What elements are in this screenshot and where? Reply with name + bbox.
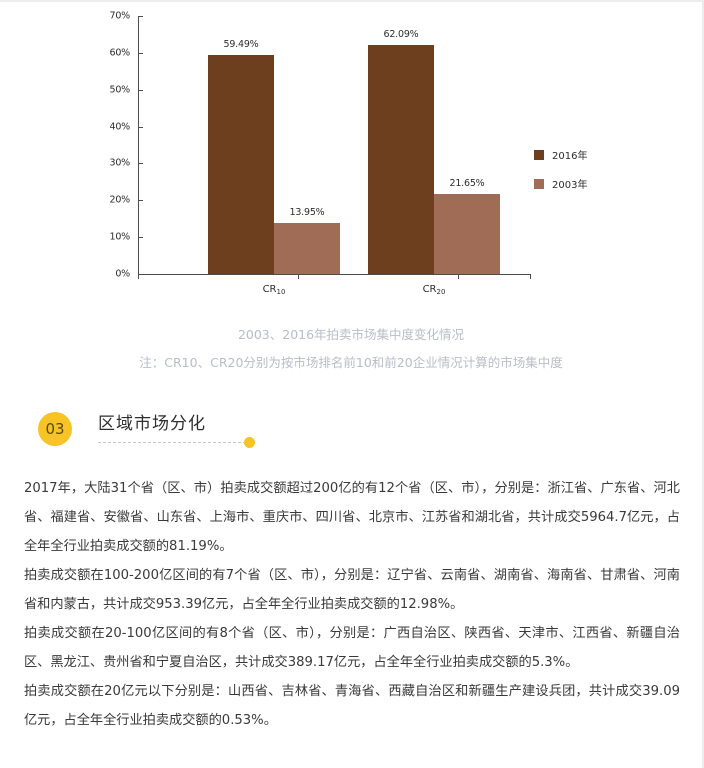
bar xyxy=(208,54,274,274)
bar-value-label: 21.65% xyxy=(449,178,485,190)
figure-title: 2003、2016年拍卖市场集中度变化情况 xyxy=(237,327,465,342)
legend-label: 2003年 xyxy=(552,180,588,191)
legend-label: 2016年 xyxy=(552,151,588,162)
section-number-badge: 03 xyxy=(38,412,72,446)
bar xyxy=(368,45,434,274)
legend-item: 2016年 xyxy=(534,144,644,165)
article-body: 2017年，大陆31个省（区、市）拍卖成交额超过200亿的有12个省（区、市），… xyxy=(24,474,680,735)
section-underline-dashes xyxy=(98,442,246,443)
bar-value-label: 13.95% xyxy=(289,206,325,218)
y-axis-line xyxy=(138,16,139,274)
chart-legend: 2016年 2003年 xyxy=(534,144,644,202)
y-axis-tick-mark xyxy=(138,200,143,202)
x-axis-category-label: CR20 xyxy=(422,284,446,296)
y-axis-tick-mark xyxy=(138,163,143,165)
bar xyxy=(434,194,500,274)
x-axis-tick-mark xyxy=(298,274,299,279)
bar-value-label: 62.09% xyxy=(383,29,419,41)
chart-plot-area: 0% 10% 20% 30% 40% 50% 60% 70% 59.49% 13.95% 62.0… xyxy=(109,11,531,296)
x-axis-tick-mark xyxy=(138,274,139,279)
figure-note: 注：CR10、CR20分别为按市场排名前10和前20企业情况计算的市场集中度 xyxy=(139,355,563,370)
x-axis-category-label: CR10 xyxy=(262,284,286,296)
x-axis-line xyxy=(138,274,530,275)
article-paragraph: 拍卖成交额在20-100亿区间的有8个省（区、市），分别是：广西自治区、陕西省、… xyxy=(24,626,680,670)
y-axis-tick-mark xyxy=(138,16,143,17)
legend-item: 2003年 xyxy=(534,173,644,194)
y-axis-tick-label: 30% xyxy=(109,157,130,169)
y-axis-tick-label: 50% xyxy=(109,84,130,96)
x-axis-tick-mark xyxy=(458,274,459,279)
y-axis-tick-mark xyxy=(138,89,143,91)
article-paragraph: 拍卖成交额在20亿元以下分别是：山西省、吉林省、青海省、西藏自治区和新疆生产建设… xyxy=(24,684,680,728)
bar xyxy=(274,222,340,274)
article-paragraph: 拍卖成交额在100-200亿区间的有7个省（区、市），分别是：辽宁省、云南省、湖… xyxy=(24,568,680,612)
y-axis-tick-label: 70% xyxy=(109,10,130,22)
bar-chart: 0% 10% 20% 30% 40% 50% 60% 70% 59.49% 13.95% 62.0… xyxy=(0,2,704,314)
y-axis-tick-label: 10% xyxy=(109,231,130,243)
legend-swatch-icon xyxy=(534,178,544,189)
legend-swatch-icon xyxy=(534,149,544,160)
y-axis-ticks: 0% 10% 20% 30% 40% 50% 60% 70% xyxy=(109,11,138,280)
section-accent-dot xyxy=(244,437,255,448)
article-paragraph: 2017年，大陆31个省（区、市）拍卖成交额超过200亿的有12个省（区、市），… xyxy=(24,481,680,554)
y-axis-tick-label: 40% xyxy=(109,121,130,133)
y-axis-tick-mark xyxy=(138,237,143,239)
section-title-wrap: 区域市场分化 xyxy=(98,412,268,448)
y-axis-tick-mark xyxy=(138,126,143,128)
y-axis-tick-mark xyxy=(138,52,143,54)
section-title: 区域市场分化 xyxy=(98,414,206,434)
y-axis-tick-label: 0% xyxy=(115,268,130,280)
x-axis-tick-mark xyxy=(530,274,531,279)
y-axis-tick-label: 20% xyxy=(109,194,130,206)
section-header: 03 区域市场分化 xyxy=(38,412,702,456)
y-axis-tick-label: 60% xyxy=(109,47,130,59)
bar-value-label: 59.49% xyxy=(223,38,259,50)
